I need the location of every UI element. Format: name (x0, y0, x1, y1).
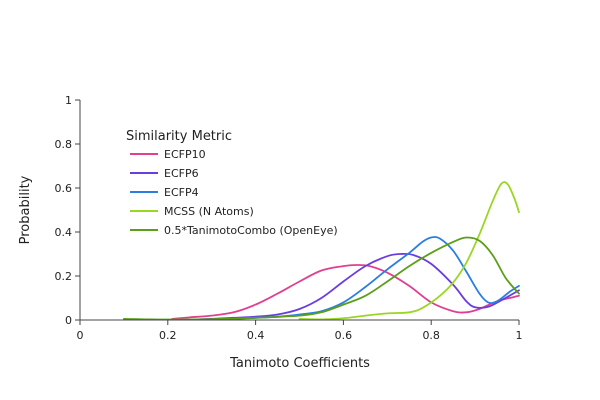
y-tick-label: 0.8 (55, 138, 73, 151)
legend-items: ECFP10 ECFP6 ECFP4 MCSS (N Atoms) 0.5*Tanimo… (130, 148, 338, 237)
x-tick-label: 0.8 (422, 329, 440, 342)
x-tick-label: 1 (516, 329, 523, 342)
series-line-4 (123, 236, 520, 321)
legend-label-4: 0.5*TanimotoCombo (OpenEye) (164, 224, 338, 237)
series-line-3 (298, 181, 520, 321)
legend-label-3: MCSS (N Atoms) (164, 205, 254, 218)
x-ticks: 0 0.2 0.4 0.6 0.8 1 (77, 320, 523, 342)
x-tick-label: 0.2 (159, 329, 177, 342)
series-layer (123, 181, 520, 321)
axes-layer: 0 0.2 0.4 0.6 0.8 1 0 0.2 0.4 0.6 0.8 1 (55, 94, 523, 342)
x-axis-title: Tanimoto Coefficients (229, 356, 370, 371)
y-tick-label: 0.4 (55, 226, 73, 239)
y-tick-label: 0.6 (55, 182, 73, 195)
x-tick-label: 0.6 (335, 329, 353, 342)
legend-label-0: ECFP10 (164, 148, 206, 161)
series-line-0 (171, 264, 520, 320)
series-line-2 (219, 236, 520, 321)
series-line-1 (193, 252, 520, 321)
legend-label-2: ECFP4 (164, 186, 199, 199)
x-tick-label: 0.4 (247, 329, 265, 342)
legend: Similarity Metric ECFP10 ECFP6 ECFP4 MCSS (… (126, 129, 338, 237)
y-axis-title: Probability (18, 175, 33, 244)
legend-title: Similarity Metric (126, 129, 232, 144)
y-ticks: 0 0.2 0.4 0.6 0.8 1 (55, 94, 80, 327)
x-tick-label: 0 (77, 329, 84, 342)
y-tick-label: 0 (65, 314, 72, 327)
y-tick-label: 1 (65, 94, 72, 107)
y-tick-label: 0.2 (55, 270, 73, 283)
legend-label-1: ECFP6 (164, 167, 199, 180)
